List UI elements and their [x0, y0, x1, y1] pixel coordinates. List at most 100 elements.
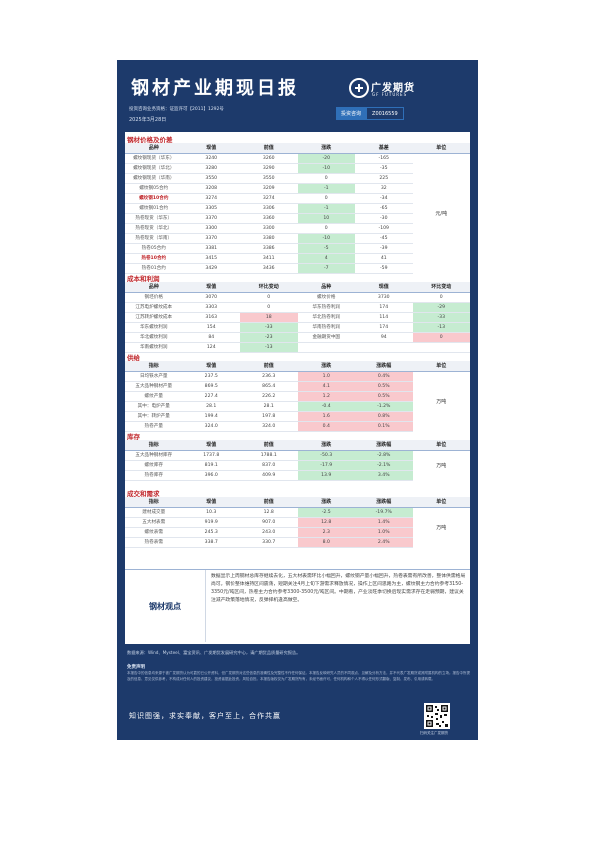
inventory-table: 指标 现值 前值 涨跌 涨跌幅 单位 五大品种钢材库存 1737.8 1788.1 -50.3 -2…	[125, 440, 470, 481]
report-frame: 钢材产业期现日报 投资咨询业务资格：证监许可【2011】1292号 2025年3…	[117, 60, 478, 740]
basis-value: -165	[355, 153, 413, 164]
change-percent: 0.5%	[355, 391, 413, 402]
change-value: -33	[240, 322, 298, 333]
change-value: -23	[240, 332, 298, 343]
item-name: 热卷现货（华东）	[125, 213, 183, 224]
current-value: 3550	[182, 173, 240, 184]
table-row: 五大材表需 919.9 907.0 12.8 1.4%	[125, 517, 470, 528]
previous-value: 837.0	[240, 460, 298, 471]
previous-value: 3260	[240, 153, 298, 164]
report-date: 2025年3月28日	[129, 117, 167, 123]
change-value: 0	[297, 193, 355, 204]
cost-profit-table: 品种 现值 环比变动 品种 现值 环比变动 钢坯价格 3070 0 螺纹价格 3730 0 江苏电炉螺纹…	[125, 282, 470, 353]
table-header-row: 指标 现值 前值 涨跌 涨跌幅 单位	[125, 497, 470, 508]
change-value: -7	[297, 263, 355, 274]
previous-value: 3380	[240, 233, 298, 244]
column-header: 现值	[182, 282, 240, 293]
table-row: 热卷产量 324.0 324.0 0.4 0.1%	[125, 421, 470, 432]
trade-demand-table: 指标 现值 前值 涨跌 涨跌幅 单位 建材成交量 10.3 12.8 -2.5 -19.7% 万吨 五大…	[125, 497, 470, 548]
current-value: 3208	[182, 183, 240, 194]
column-header: 现值	[182, 361, 240, 372]
item-name: 华北热卷利润	[297, 312, 355, 323]
column-header: 单位	[412, 497, 470, 508]
column-header: 涨跌幅	[355, 440, 413, 451]
gf-logo-icon	[349, 78, 369, 98]
previous-value: 3306	[240, 203, 298, 214]
supply-table: 指标 现值 前值 涨跌 涨跌幅 单位 日均铁水产量 237.5 236.3 1.0 0.4% 万吨 五大…	[125, 361, 470, 432]
view-text: 数据显示上周钢材总库存继续去化，五大材表需环比小幅回升，螺纹钢产量小幅回升，热卷…	[211, 574, 466, 603]
current-value: 124	[182, 342, 240, 353]
item-name: 热卷表需	[125, 537, 183, 548]
table-row: 江苏电炉螺纹成本 3303 0 华东热卷利润 174 -29	[125, 302, 470, 313]
item-name: 热卷产量	[125, 421, 183, 432]
table-row: 热卷10合约 3415 3411 4 41	[125, 253, 470, 264]
change-value: 4.1	[297, 381, 355, 392]
item-name: 螺纹钢10合约	[125, 193, 183, 204]
table-row: 热卷现货（华南） 3370 3380 -10 -45	[125, 233, 470, 244]
change-value: 10	[297, 213, 355, 224]
table-row: 其中：转炉产量 199.4 197.8 1.6 0.8%	[125, 411, 470, 422]
column-header: 单位	[412, 143, 470, 154]
basis-value: -30	[355, 213, 413, 224]
previous-value: 330.7	[240, 537, 298, 548]
current-value: 245.3	[182, 527, 240, 538]
item-name: 螺纹钢现货（华东）	[125, 153, 183, 164]
current-value: 199.4	[182, 411, 240, 422]
item-name: 钢坯价格	[125, 292, 183, 303]
section-title-inventory: 库存	[127, 433, 140, 441]
current-value: 3240	[182, 153, 240, 164]
change-value: 2.3	[297, 527, 355, 538]
previous-value: 3300	[240, 223, 298, 234]
item-name: 螺纹产量	[125, 391, 183, 402]
section-title-prices: 钢材价格及价差	[127, 136, 173, 144]
column-header: 现值	[182, 440, 240, 451]
table-header-row: 品种 现值 前值 涨跌 基差 单位	[125, 143, 470, 154]
table-row: 华北螺纹利润 84 -23 金融期货中国 94 0	[125, 332, 470, 343]
current-value: 114	[355, 312, 413, 323]
basis-value: -45	[355, 233, 413, 244]
table-row: 日均铁水产量 237.5 236.3 1.0 0.4% 万吨	[125, 371, 470, 405]
current-value: 3370	[182, 233, 240, 244]
item-name: 日均铁水产量	[125, 371, 183, 382]
previous-value: 3386	[240, 243, 298, 254]
change-value: -5	[297, 243, 355, 254]
change-percent: 1.0%	[355, 527, 413, 538]
table-row: 热卷现货（华东） 3370 3360 10 -30	[125, 213, 470, 224]
current-value: 1737.8	[182, 450, 240, 461]
current-value: 3429	[182, 263, 240, 274]
current-value: 3274	[182, 193, 240, 204]
basis-value: -109	[355, 223, 413, 234]
basis-value: 41	[355, 253, 413, 264]
change-value: -50.3	[297, 450, 355, 461]
item-name: 螺纹钢05合约	[125, 183, 183, 194]
change-value: -13	[412, 322, 470, 333]
table-row: 螺纹钢05合约 3208 3209 -1 32	[125, 183, 470, 194]
column-header: 环比变动	[412, 282, 470, 293]
table-row: 钢坯价格 3070 0 螺纹价格 3730 0	[125, 292, 470, 303]
basis-value: 225	[355, 173, 413, 184]
change-percent: 3.4%	[355, 470, 413, 481]
change-value: -33	[412, 312, 470, 323]
previous-value: 226.2	[240, 391, 298, 402]
change-value: -0.4	[297, 401, 355, 412]
previous-value: 197.8	[240, 411, 298, 422]
basis-value: -39	[355, 243, 413, 254]
current-value: 84	[182, 332, 240, 343]
license-badge: 投资咨询 Z0016559	[336, 107, 404, 120]
change-value: 18	[240, 312, 298, 323]
unit-cell: 万吨	[436, 398, 447, 405]
item-name: 华东热卷利润	[297, 302, 355, 313]
column-header: 现值	[182, 143, 240, 154]
item-name: 其中：电炉产量	[125, 401, 183, 412]
change-value: 8.0	[297, 537, 355, 548]
change-value: 0	[240, 292, 298, 303]
table-row: 五大品种钢材产量 869.5 865.4 4.1 0.5%	[125, 381, 470, 392]
change-value: 1.6	[297, 411, 355, 422]
current-value: 338.7	[182, 537, 240, 548]
table-row: 螺纹钢现货（华东） 3240 3260 -20 -165 元/吨	[125, 153, 470, 217]
table-row: 热卷01合约 3429 3436 -7 -59	[125, 263, 470, 274]
change-value: -10	[297, 233, 355, 244]
column-header: 涨跌	[297, 361, 355, 372]
current-value: 3300	[182, 223, 240, 234]
item-name: 华南热卷利润	[297, 322, 355, 333]
